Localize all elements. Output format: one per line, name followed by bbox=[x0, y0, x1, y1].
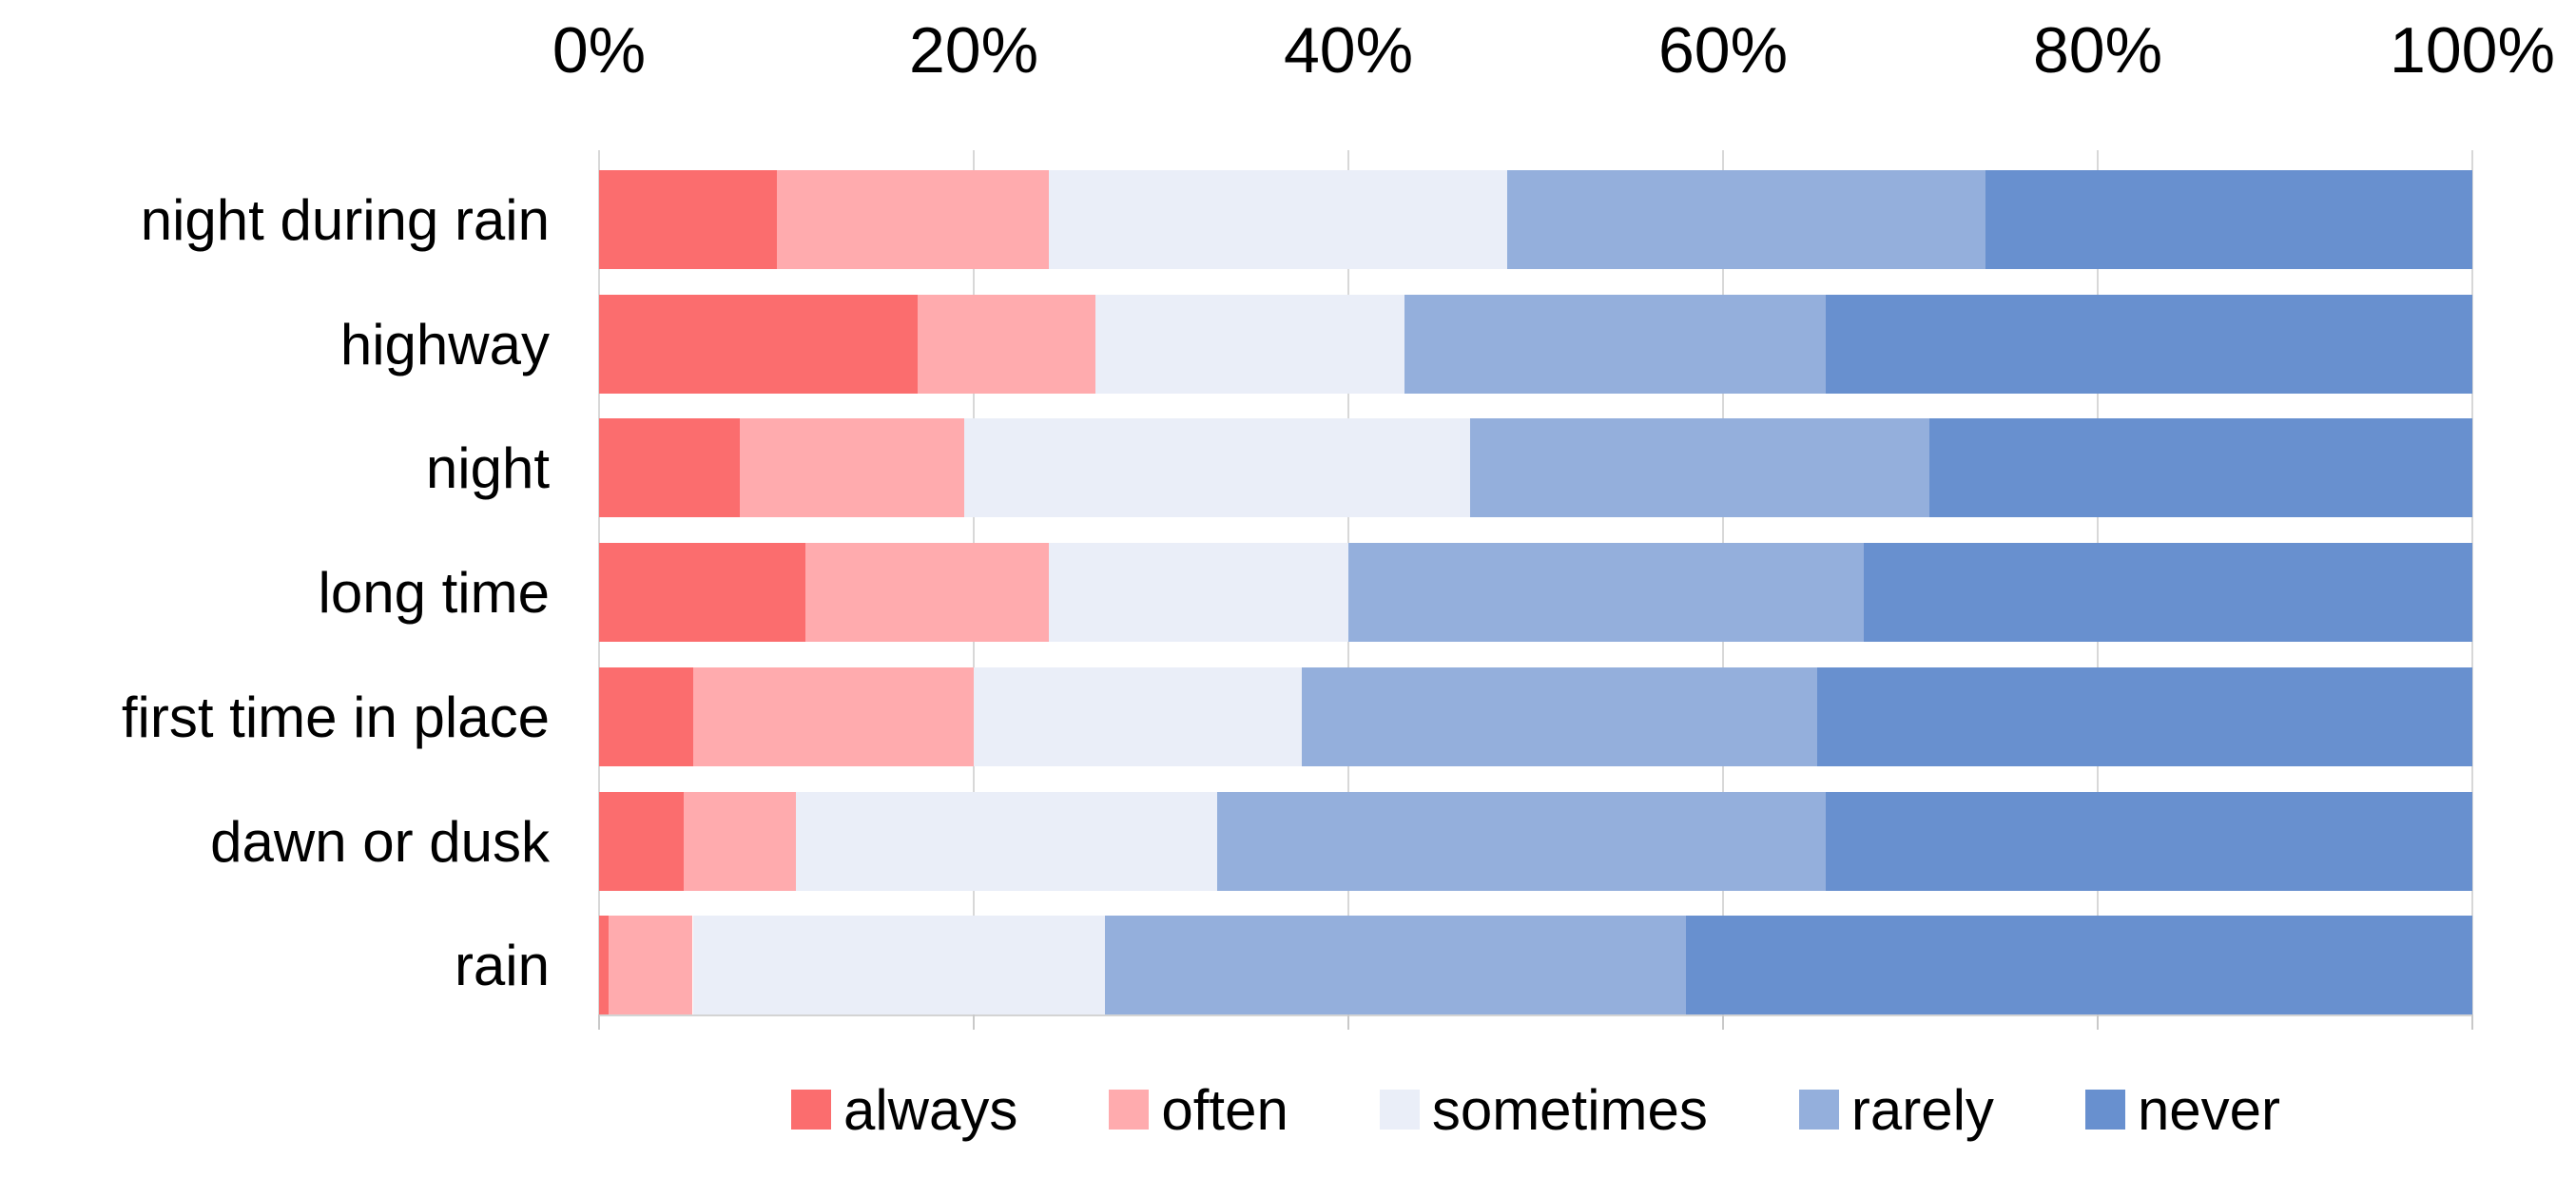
bar-segment-always bbox=[599, 170, 778, 269]
legend-item-never: never bbox=[2084, 1077, 2281, 1143]
legend-label: always bbox=[843, 1077, 1018, 1142]
bar-segment-sometimes bbox=[795, 791, 1218, 891]
bar-segment-never bbox=[1928, 418, 2472, 518]
axis-tick bbox=[1347, 1014, 1349, 1030]
bar-row bbox=[599, 916, 2472, 1015]
bar-segment-often bbox=[739, 418, 965, 518]
axis-tick bbox=[973, 1014, 975, 1030]
bar-row bbox=[599, 791, 2472, 891]
category-label: first time in place bbox=[121, 685, 550, 749]
axis-tick bbox=[2097, 1014, 2099, 1030]
bar-segment-often bbox=[804, 543, 1049, 643]
bar-segment-never bbox=[1685, 916, 2472, 1015]
category-label: highway bbox=[339, 312, 550, 377]
legend-swatch-rarely bbox=[1798, 1090, 1839, 1130]
axis-tick bbox=[598, 1014, 600, 1030]
bar-segment-always bbox=[599, 916, 609, 1015]
legend-item-sometimes: sometimes bbox=[1379, 1077, 1708, 1143]
bar-segment-often bbox=[777, 170, 1049, 269]
bar-segment-sometimes bbox=[1048, 170, 1508, 269]
category-label: dawn or dusk bbox=[210, 809, 550, 874]
legend-label: rarely bbox=[1850, 1077, 1994, 1142]
plot-area bbox=[598, 150, 2473, 1030]
bar-segment-always bbox=[599, 666, 693, 766]
bar-segment-always bbox=[599, 294, 918, 394]
bar-row bbox=[599, 543, 2472, 643]
bar-segment-often bbox=[608, 916, 693, 1015]
bar-row bbox=[599, 294, 2472, 394]
bar-segment-never bbox=[1826, 791, 2472, 891]
bar-segment-sometimes bbox=[692, 916, 1105, 1015]
bar-segment-always bbox=[599, 791, 684, 891]
bar-row bbox=[599, 666, 2472, 766]
legend-label: sometimes bbox=[1431, 1077, 1708, 1142]
category-label: night bbox=[425, 435, 550, 500]
gridline bbox=[2471, 150, 2473, 1014]
bar-row bbox=[599, 418, 2472, 518]
bar-segment-sometimes bbox=[974, 666, 1302, 766]
bar-segment-rarely bbox=[1348, 543, 1864, 643]
axis-tick bbox=[2471, 1014, 2473, 1030]
bar-segment-never bbox=[1985, 170, 2472, 269]
x-axis-tick-label: 60% bbox=[1657, 14, 1789, 87]
bar-segment-often bbox=[917, 294, 1096, 394]
legend-item-always: always bbox=[790, 1077, 1018, 1143]
bar-segment-sometimes bbox=[1095, 294, 1405, 394]
bar-segment-never bbox=[1826, 294, 2472, 394]
bar-segment-always bbox=[599, 543, 805, 643]
legend-swatch-always bbox=[790, 1090, 831, 1130]
x-axis-tick-label: 40% bbox=[1283, 14, 1414, 87]
legend-label: often bbox=[1161, 1077, 1288, 1142]
bar-segment-rarely bbox=[1404, 294, 1827, 394]
bar-segment-never bbox=[1816, 666, 2472, 766]
x-axis-tick-label: 100% bbox=[2390, 14, 2555, 87]
bar-row bbox=[599, 170, 2472, 269]
legend-item-rarely: rarely bbox=[1798, 1077, 1994, 1143]
legend-swatch-sometimes bbox=[1379, 1090, 1420, 1130]
bar-segment-often bbox=[692, 666, 974, 766]
category-label: rain bbox=[454, 933, 550, 997]
bar-segment-often bbox=[683, 791, 796, 891]
bar-segment-rarely bbox=[1301, 666, 1817, 766]
bar-segment-rarely bbox=[1217, 791, 1827, 891]
x-axis-tick-label: 80% bbox=[2032, 14, 2163, 87]
legend-label: never bbox=[2137, 1077, 2281, 1142]
bar-segment-rarely bbox=[1104, 916, 1686, 1015]
legend: always often sometimes rarely never bbox=[599, 1076, 2472, 1143]
axis-tick bbox=[1722, 1014, 1724, 1030]
legend-swatch-often bbox=[1109, 1090, 1150, 1130]
category-label: night during rain bbox=[140, 187, 550, 252]
bar-segment-rarely bbox=[1507, 170, 1985, 269]
bar-segment-always bbox=[599, 418, 740, 518]
bar-segment-sometimes bbox=[1048, 543, 1348, 643]
legend-swatch-never bbox=[2084, 1090, 2125, 1130]
bar-segment-never bbox=[1863, 543, 2472, 643]
x-axis-tick-label: 0% bbox=[552, 14, 647, 87]
category-label: long time bbox=[318, 560, 550, 625]
bar-segment-sometimes bbox=[964, 418, 1471, 518]
x-axis-tick-label: 20% bbox=[908, 14, 1039, 87]
legend-item-often: often bbox=[1109, 1077, 1288, 1143]
bar-segment-rarely bbox=[1470, 418, 1929, 518]
